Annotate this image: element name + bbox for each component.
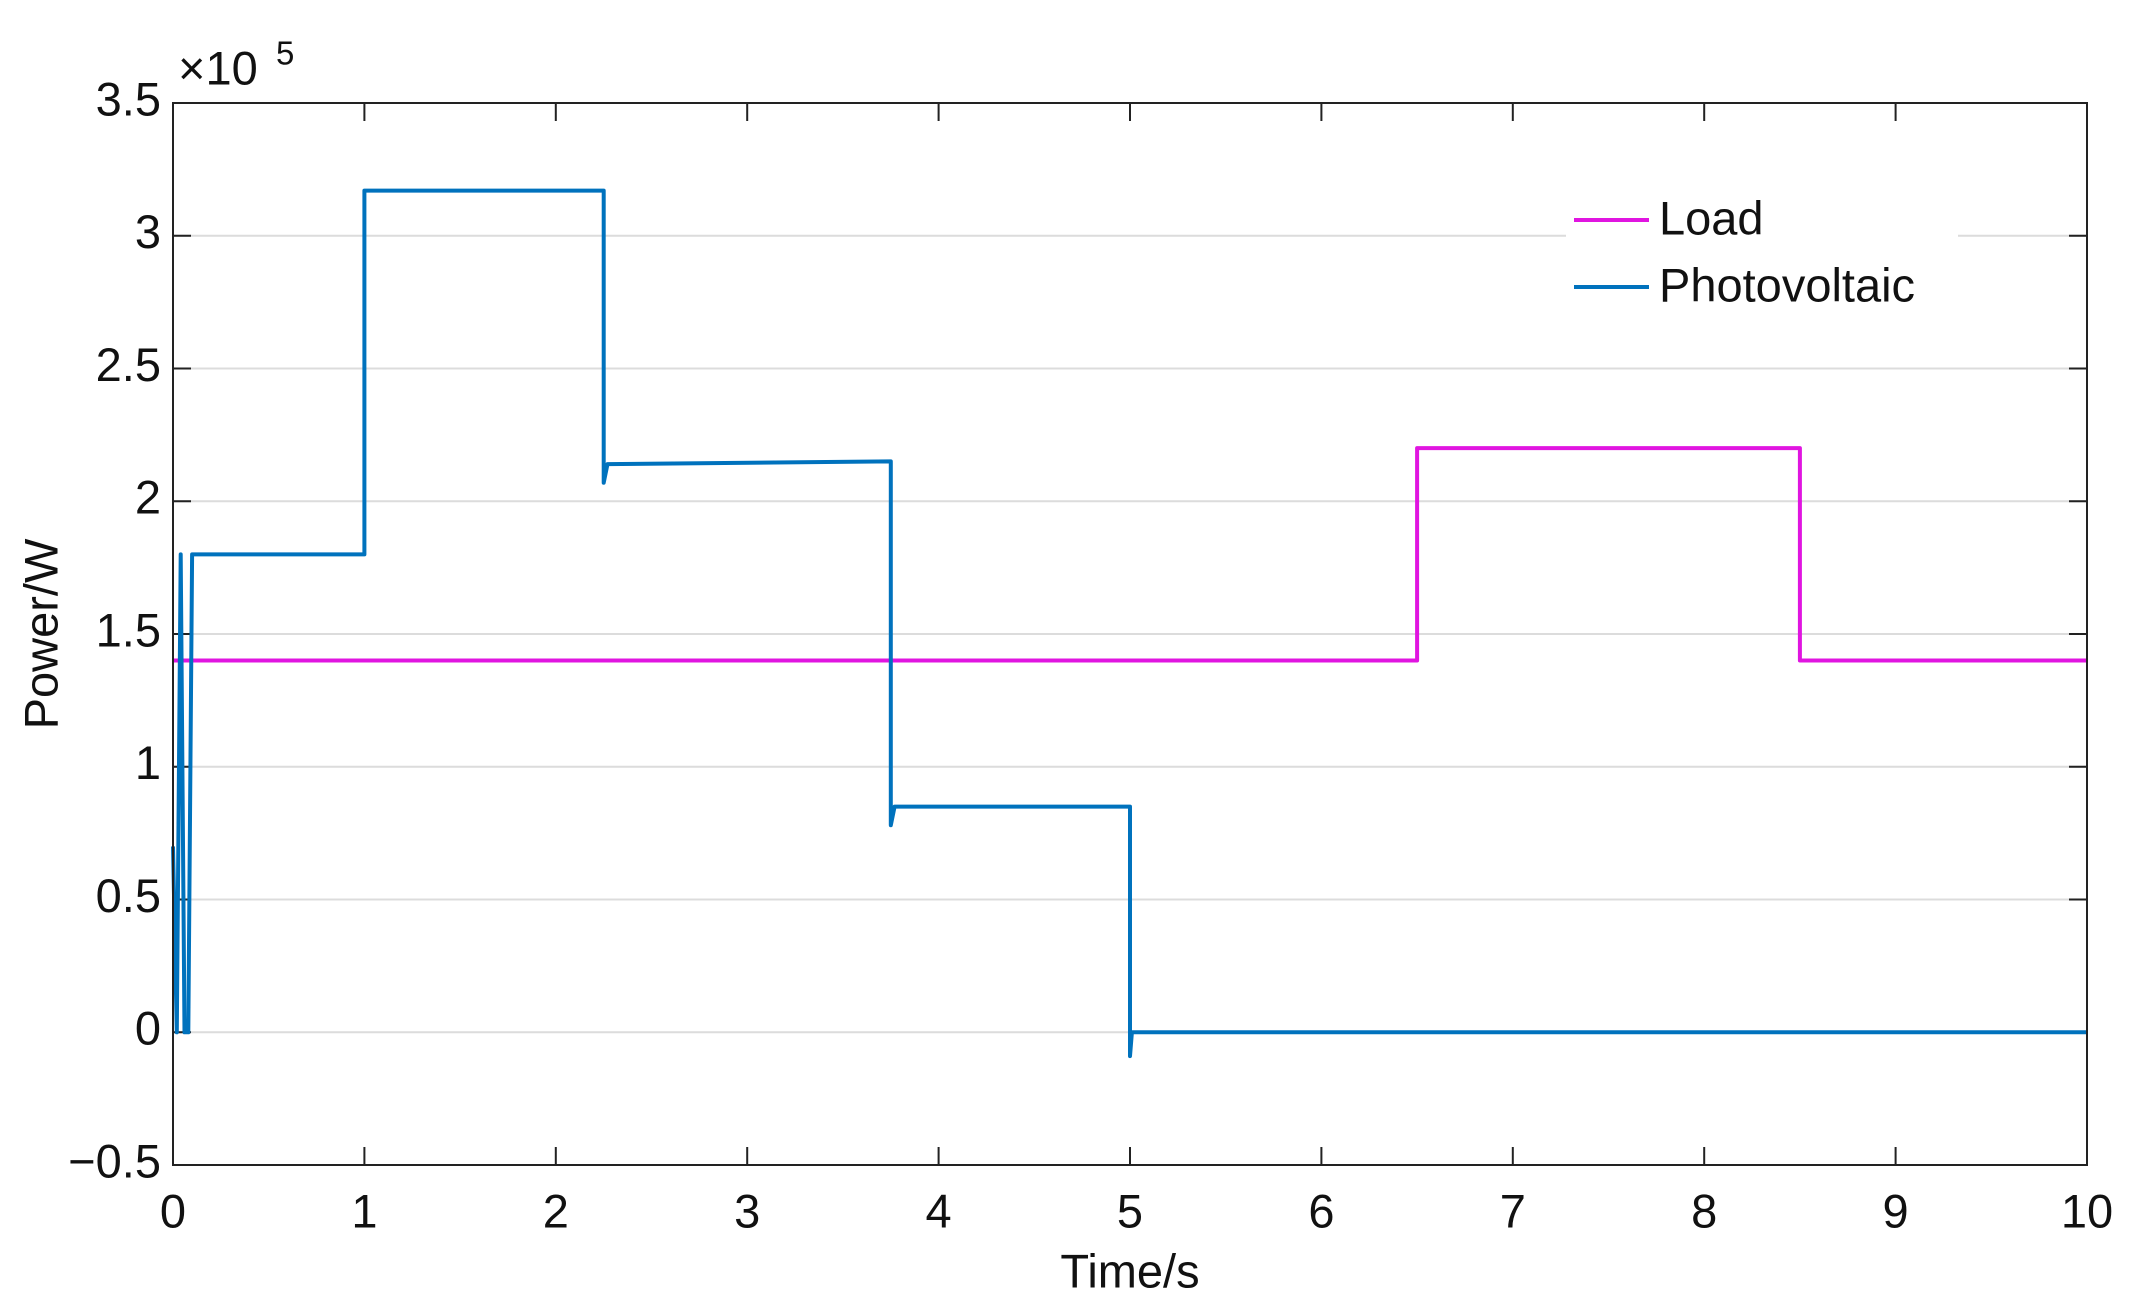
y-tick-label: 0.5 [96, 869, 161, 922]
x-tick-label: 1 [351, 1184, 377, 1237]
x-tick-label: 7 [1500, 1184, 1526, 1237]
series-line [171, 188, 2087, 1059]
y-axis-label: Power/W [14, 538, 67, 729]
x-tick-label: 6 [1308, 1184, 1334, 1237]
y-scale-exponent: 5 [276, 35, 294, 72]
y-tick-label: 2 [135, 471, 161, 524]
x-tick-label: 5 [1117, 1184, 1143, 1237]
y-tick-label: 3 [135, 205, 161, 258]
y-tick-label: 3.5 [96, 72, 161, 125]
series-line [173, 446, 2087, 663]
legend-box [1566, 192, 1958, 323]
x-tick-label: 4 [926, 1184, 952, 1237]
x-axis-label: Time/s [1060, 1244, 1199, 1297]
plot-frame [172, 102, 2088, 1166]
x-tick-label: 8 [1691, 1184, 1717, 1237]
y-scale-base: ×10 [178, 41, 258, 94]
y-tick-label: 1 [135, 736, 161, 789]
y-tick-label: −0.5 [68, 1134, 161, 1187]
y-tick-label: 2.5 [96, 338, 161, 391]
legend-label: Load [1659, 191, 1764, 244]
x-tick-label: 2 [543, 1184, 569, 1237]
x-tick-label: 10 [2061, 1184, 2113, 1237]
x-tick-label: 0 [160, 1184, 186, 1237]
y-tick-label: 0 [135, 1002, 161, 1055]
legend-label: Photovoltaic [1659, 258, 1915, 311]
x-tick-label: 9 [1883, 1184, 1909, 1237]
y-tick-label: 1.5 [96, 603, 161, 656]
x-tick-label: 3 [734, 1184, 760, 1237]
